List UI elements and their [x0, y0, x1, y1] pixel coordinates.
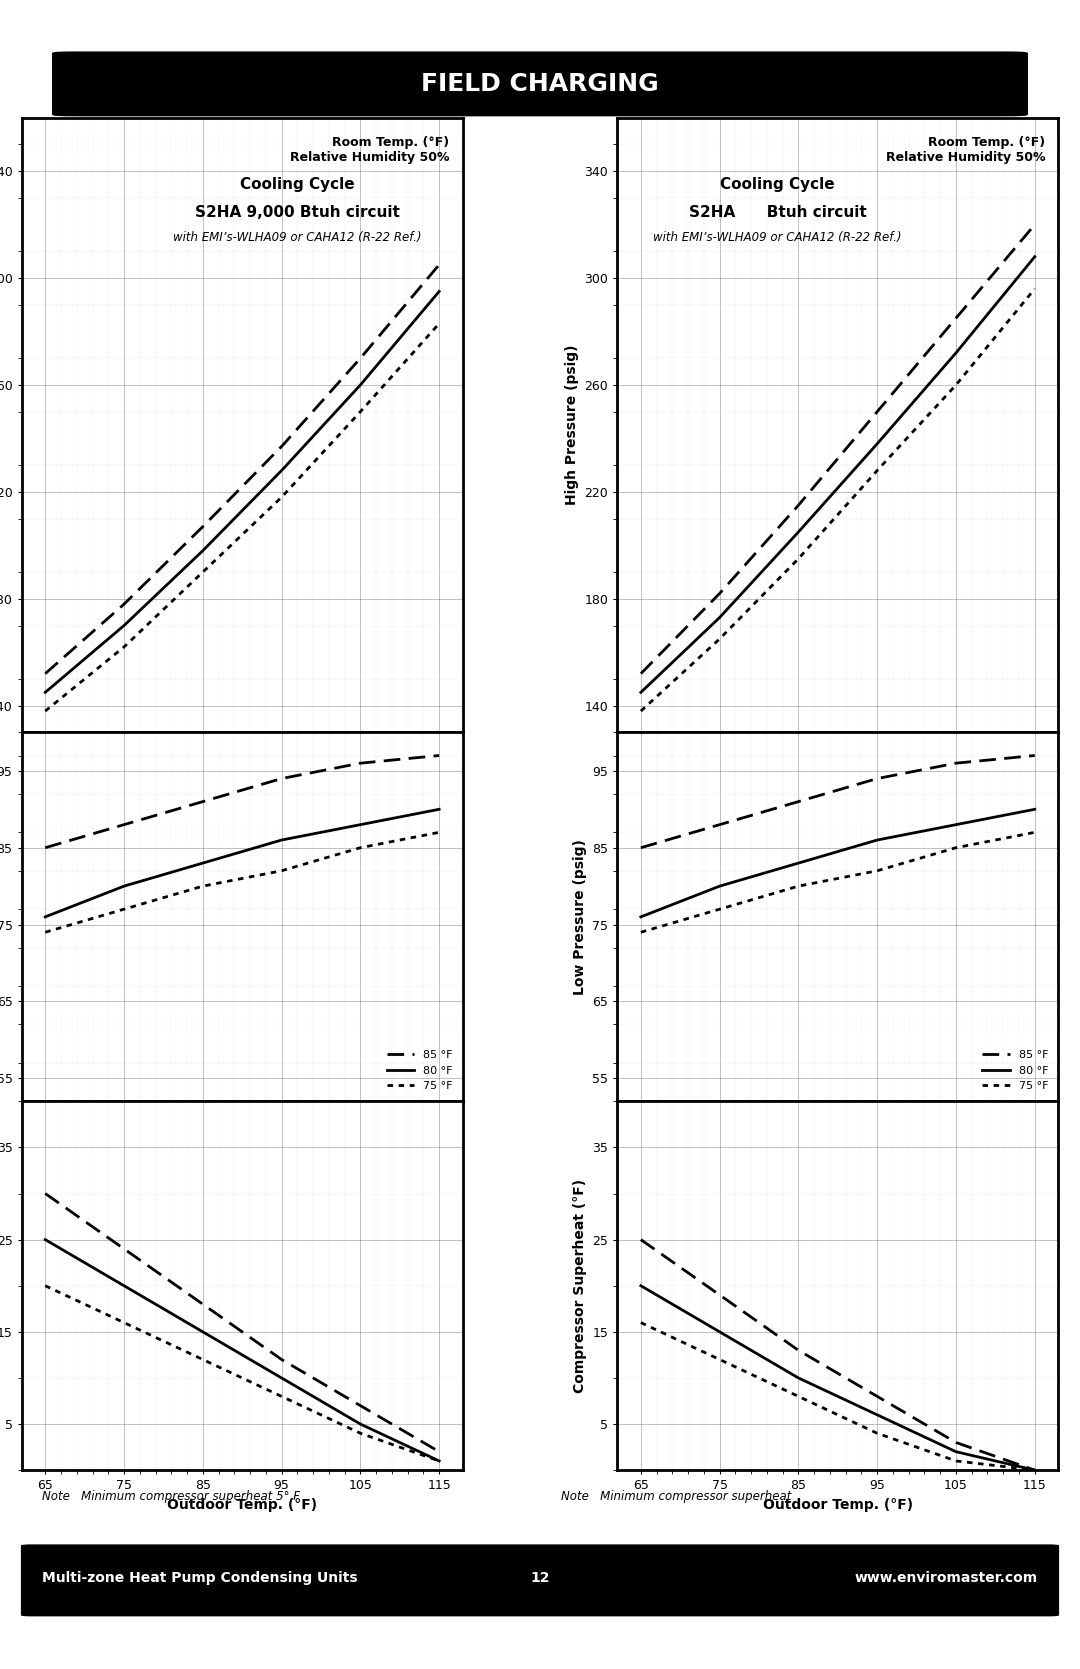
Text: with EMI’s-WLHA09 or CAHA12 (R-22 Ref.): with EMI’s-WLHA09 or CAHA12 (R-22 Ref.) [173, 230, 421, 244]
Text: FIELD CHARGING: FIELD CHARGING [421, 72, 659, 95]
Text: www.enviromaster.com: www.enviromaster.com [854, 1571, 1038, 1586]
Text: Cooling Cycle: Cooling Cycle [720, 177, 835, 192]
Text: Room Temp. (°F)
Relative Humidity 50%: Room Temp. (°F) Relative Humidity 50% [886, 137, 1045, 164]
X-axis label: Outdoor Temp. (°F): Outdoor Temp. (°F) [167, 1497, 318, 1512]
Text: Note   Minimum compressor superheat: Note Minimum compressor superheat [561, 1490, 792, 1504]
Text: Multi-zone Heat Pump Condensing Units: Multi-zone Heat Pump Condensing Units [42, 1571, 357, 1586]
FancyBboxPatch shape [22, 1545, 1058, 1616]
Y-axis label: Low Pressure (psig): Low Pressure (psig) [572, 840, 586, 995]
Legend: 85 °F, 80 °F, 75 °F: 85 °F, 80 °F, 75 °F [977, 1046, 1053, 1097]
Text: with EMI’s-WLHA09 or CAHA12 (R-22 Ref.): with EMI’s-WLHA09 or CAHA12 (R-22 Ref.) [653, 230, 902, 244]
FancyBboxPatch shape [53, 52, 1027, 115]
Text: Note   Minimum compressor superheat 5° F: Note Minimum compressor superheat 5° F [42, 1490, 300, 1504]
Text: S2HA      Btuh circuit: S2HA Btuh circuit [689, 205, 866, 220]
Y-axis label: High Pressure (psig): High Pressure (psig) [565, 345, 579, 506]
X-axis label: Outdoor Temp. (°F): Outdoor Temp. (°F) [762, 1497, 913, 1512]
Text: S2HA 9,000 Btuh circuit: S2HA 9,000 Btuh circuit [194, 205, 400, 220]
Legend: 85 °F, 80 °F, 75 °F: 85 °F, 80 °F, 75 °F [382, 1046, 457, 1097]
Text: Cooling Cycle: Cooling Cycle [240, 177, 354, 192]
Text: 12: 12 [530, 1571, 550, 1586]
Text: Room Temp. (°F)
Relative Humidity 50%: Room Temp. (°F) Relative Humidity 50% [291, 137, 449, 164]
Y-axis label: Compressor Superheat (°F): Compressor Superheat (°F) [572, 1178, 586, 1394]
